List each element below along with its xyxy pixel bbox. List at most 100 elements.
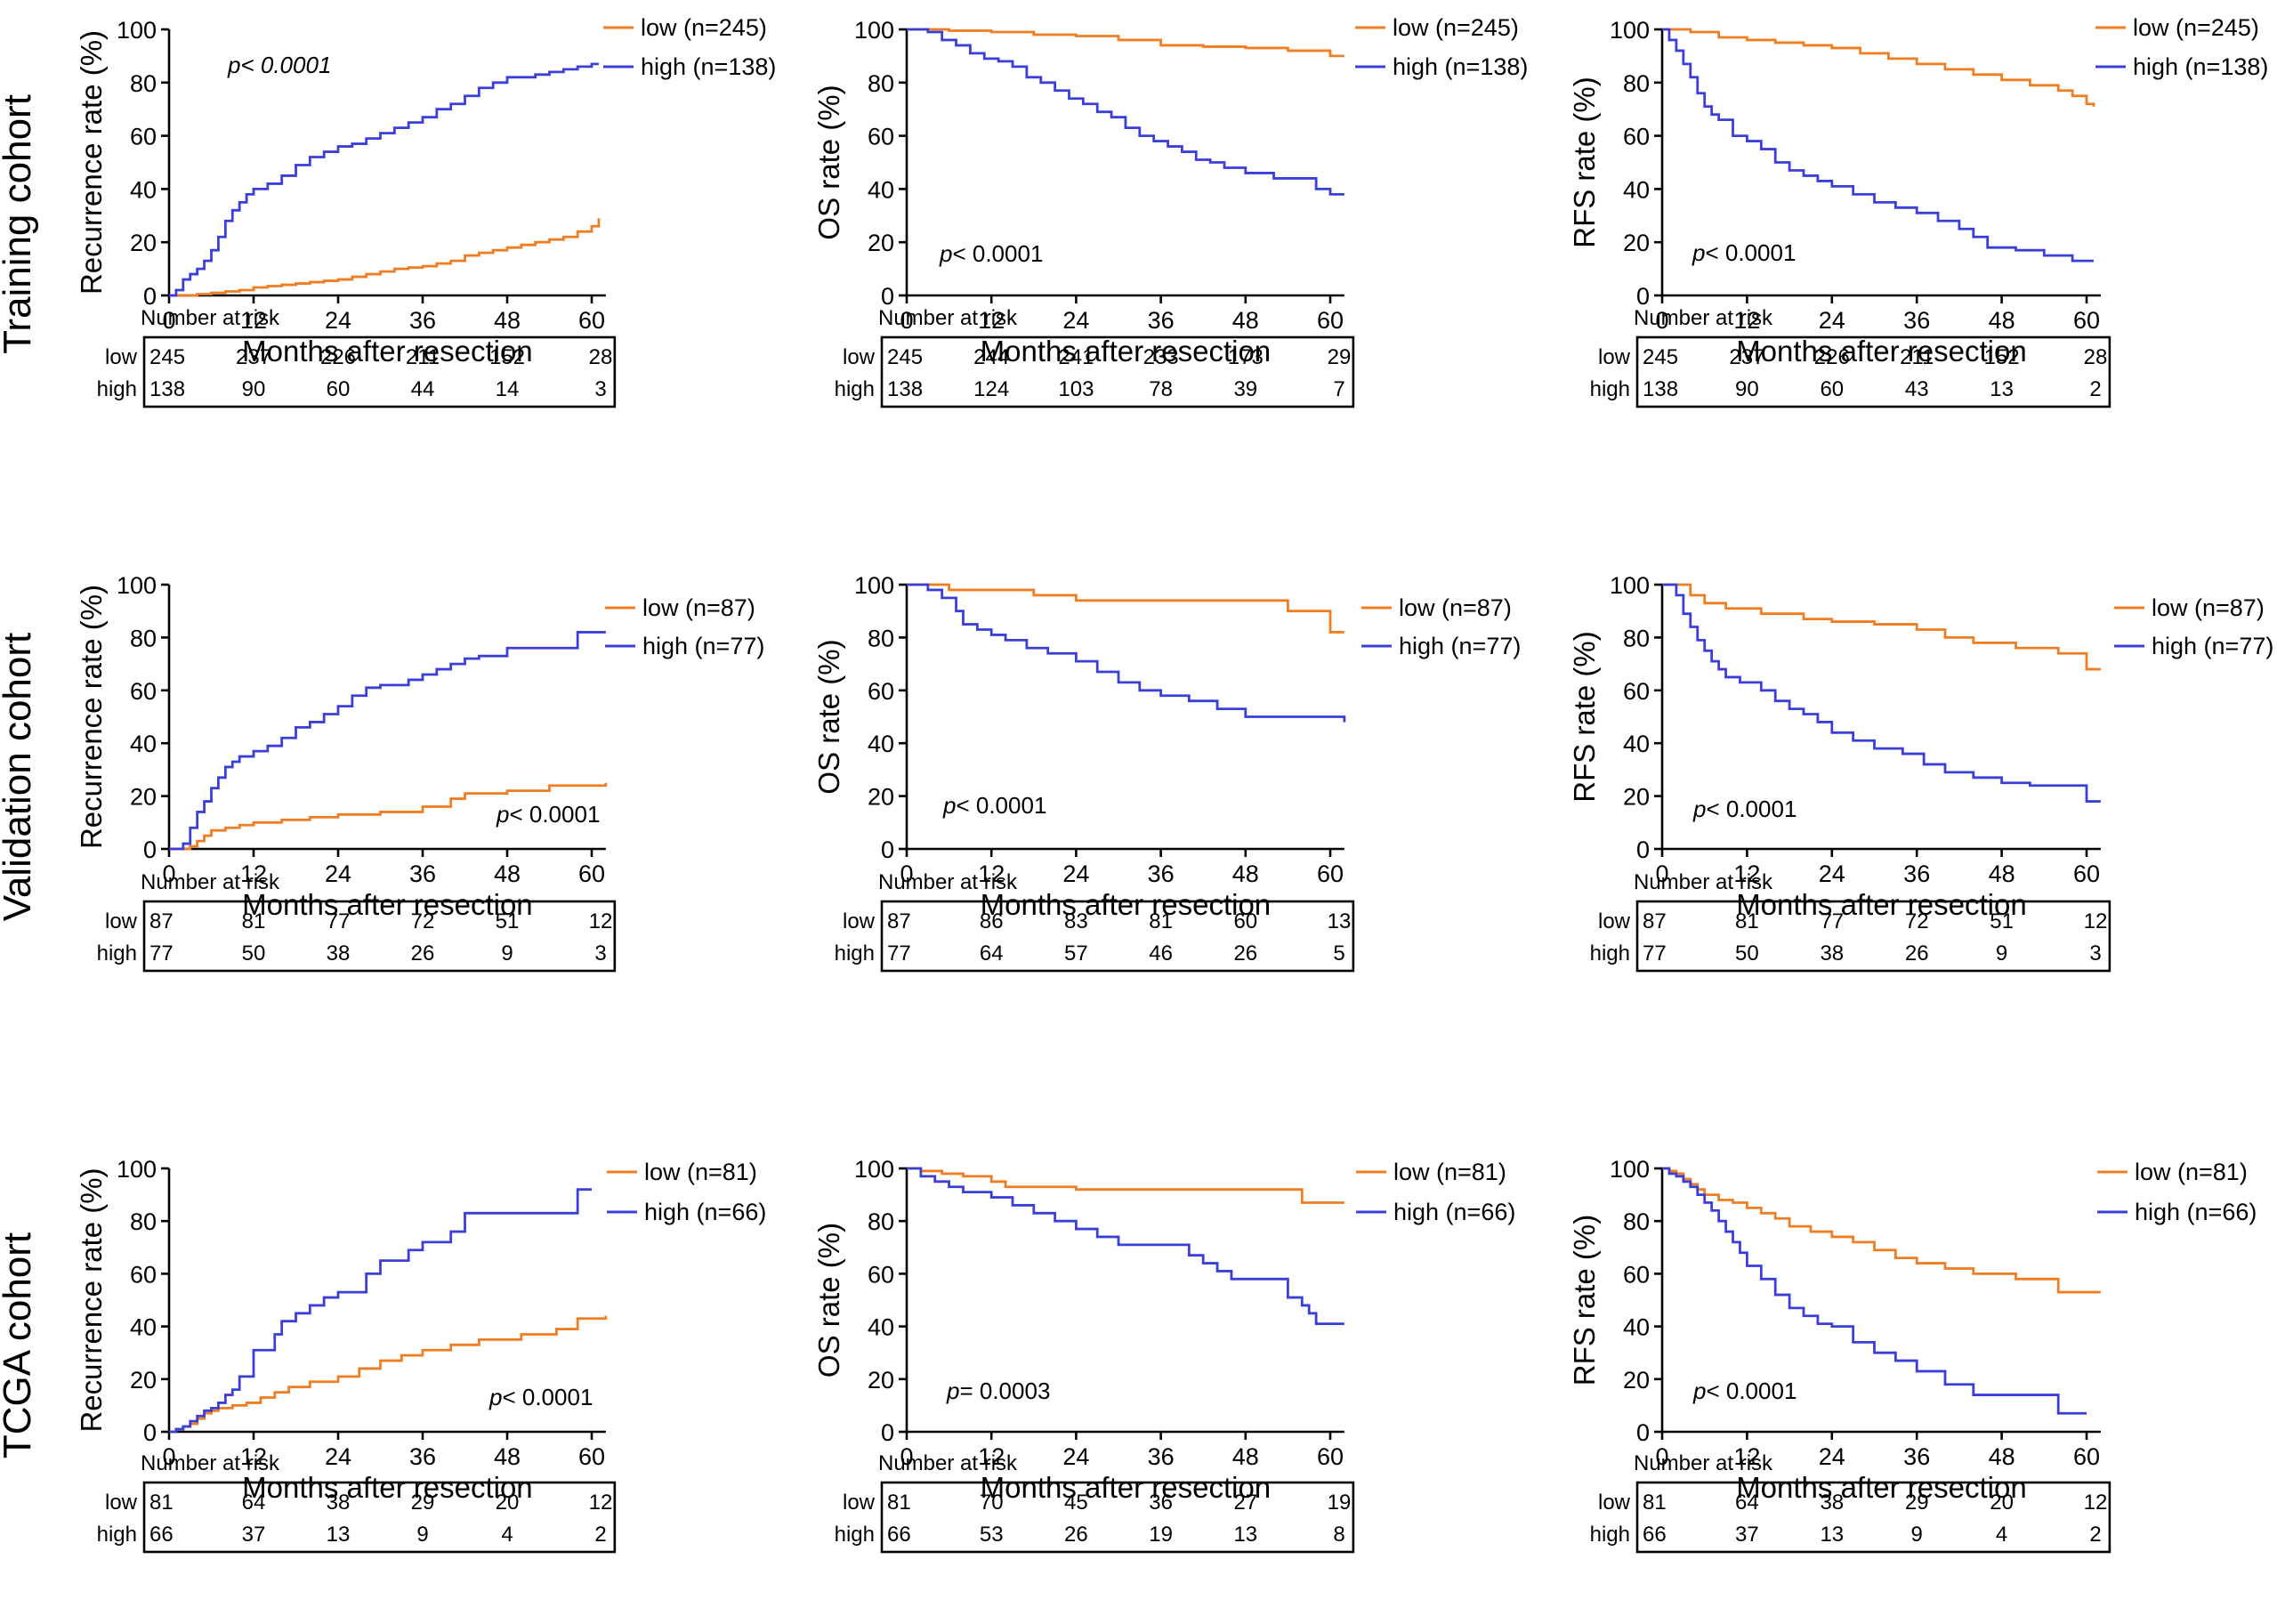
risk-value: 28 bbox=[2084, 345, 2108, 369]
km-panel-val-recurrence: 0 12 24 36 48 60 0 20 40 60 80 100 Months after rese… bbox=[75, 572, 764, 973]
risk-value: 60 bbox=[1820, 377, 1844, 401]
x-tick-label: 12 bbox=[240, 1443, 267, 1470]
y-axis-label: Recurrence rate (%) bbox=[75, 1168, 108, 1432]
y-tick-label: 40 bbox=[1623, 176, 1650, 203]
p-value-text: < 0.0001 bbox=[956, 792, 1046, 819]
x-tick-label: 48 bbox=[1232, 860, 1259, 887]
risk-value: 26 bbox=[1233, 941, 1257, 966]
risk-value: 51 bbox=[496, 909, 520, 933]
axes bbox=[161, 1167, 606, 1440]
x-tick-label: 48 bbox=[494, 307, 521, 334]
risk-table-box bbox=[1635, 1481, 2111, 1554]
risk-row-label: low bbox=[105, 345, 138, 369]
x-tick-label: 48 bbox=[1232, 1443, 1259, 1470]
risk-value: 4 bbox=[1996, 1523, 2007, 1547]
x-tick-label: 48 bbox=[494, 860, 521, 887]
p-value-symbol: p bbox=[496, 801, 509, 828]
risk-value: 81 bbox=[1735, 909, 1759, 933]
risk-value: 87 bbox=[149, 909, 174, 933]
risk-value: 60 bbox=[327, 377, 351, 401]
p-value-text: < 0.0001 bbox=[1706, 1378, 1797, 1404]
risk-table-box bbox=[142, 335, 617, 408]
y-tick-label: 20 bbox=[130, 230, 157, 256]
km-curve-low bbox=[907, 583, 1344, 634]
y-tick-label: 0 bbox=[1636, 283, 1650, 310]
risk-value: 19 bbox=[1328, 1491, 1352, 1515]
x-tick-label: 24 bbox=[1819, 307, 1845, 334]
risk-value: 81 bbox=[149, 1491, 174, 1515]
p-value: p= 0.0003 bbox=[946, 1378, 1050, 1404]
y-tick-label: 100 bbox=[1610, 17, 1650, 44]
y-tick-label: 100 bbox=[1610, 1156, 1650, 1183]
risk-value: 12 bbox=[2084, 1491, 2108, 1515]
x-axis-label: Months after resection bbox=[242, 888, 533, 921]
risk-value: 13 bbox=[327, 1523, 351, 1547]
y-tick-label: 60 bbox=[1623, 678, 1650, 705]
p-value-text: < 0.0001 bbox=[240, 52, 331, 78]
risk-value: 29 bbox=[411, 1491, 435, 1515]
y-tick-label: 40 bbox=[868, 1314, 894, 1341]
x-tick-label: 36 bbox=[1903, 307, 1930, 334]
y-tick-label: 100 bbox=[854, 17, 894, 44]
risk-table-title: Number at risk bbox=[141, 870, 280, 894]
x-tick-label: 24 bbox=[1819, 860, 1845, 887]
x-tick-label: 0 bbox=[1655, 860, 1668, 887]
risk-value: 20 bbox=[1990, 1491, 2014, 1515]
y-tick-label: 40 bbox=[1623, 1314, 1650, 1341]
x-tick-label: 12 bbox=[978, 860, 1005, 887]
risk-table-box bbox=[1635, 335, 2111, 408]
risk-table-title: Number at risk bbox=[878, 870, 1018, 894]
axes bbox=[899, 1167, 1344, 1440]
x-axis-label: Months after resection bbox=[981, 888, 1272, 921]
p-value-symbol: p bbox=[1692, 1378, 1706, 1404]
risk-value: 245 bbox=[1643, 345, 1678, 369]
x-tick-label: 48 bbox=[1989, 1443, 2015, 1470]
x-tick-label: 60 bbox=[2073, 1443, 2100, 1470]
x-axis-label: Months after resection bbox=[981, 335, 1272, 368]
risk-value: 81 bbox=[242, 909, 266, 933]
km-curve-high bbox=[169, 62, 599, 297]
risk-value: 39 bbox=[1233, 377, 1257, 401]
y-tick-label: 0 bbox=[881, 283, 894, 310]
risk-value: 45 bbox=[1064, 1491, 1088, 1515]
x-tick-label: 60 bbox=[2073, 307, 2100, 334]
p-value: p< 0.0001 bbox=[939, 240, 1043, 267]
x-axis-label: Months after resection bbox=[242, 335, 533, 368]
risk-value: 152 bbox=[489, 345, 525, 369]
km-curve-high bbox=[1662, 583, 2101, 803]
x-tick-label: 0 bbox=[162, 1443, 175, 1470]
y-axis-label: RFS rate (%) bbox=[1568, 77, 1601, 248]
x-tick-label: 12 bbox=[1733, 307, 1760, 334]
km-curve-high bbox=[169, 631, 606, 851]
risk-value: 78 bbox=[1149, 377, 1173, 401]
p-value-symbol: p bbox=[1692, 796, 1706, 822]
risk-value: 38 bbox=[327, 1491, 351, 1515]
x-tick-label: 12 bbox=[240, 860, 267, 887]
risk-value: 26 bbox=[1064, 1523, 1088, 1547]
p-value-text: < 0.0001 bbox=[952, 240, 1043, 267]
risk-value: 14 bbox=[496, 377, 520, 401]
x-axis-label: Months after resection bbox=[1736, 1471, 2027, 1504]
risk-value: 237 bbox=[1729, 345, 1764, 369]
risk-value: 2 bbox=[2089, 377, 2101, 401]
y-tick-label: 20 bbox=[130, 784, 157, 811]
risk-row-label: high bbox=[97, 941, 137, 966]
risk-value: 64 bbox=[1735, 1491, 1759, 1515]
risk-value: 233 bbox=[1143, 345, 1179, 369]
x-tick-label: 48 bbox=[1232, 307, 1259, 334]
p-value: p< 0.0001 bbox=[489, 1384, 593, 1410]
y-axis-label: OS rate (%) bbox=[812, 639, 845, 794]
risk-row-label: low bbox=[843, 909, 876, 933]
risk-value: 226 bbox=[320, 345, 356, 369]
legend-label-high: high (n=77) bbox=[2152, 633, 2273, 659]
legend-label-high: high (n=77) bbox=[642, 633, 764, 659]
risk-value: 173 bbox=[1228, 345, 1264, 369]
y-tick-label: 100 bbox=[854, 1156, 894, 1183]
y-tick-label: 40 bbox=[130, 176, 157, 203]
y-tick-label: 20 bbox=[1623, 230, 1650, 256]
risk-value: 57 bbox=[1064, 941, 1088, 966]
